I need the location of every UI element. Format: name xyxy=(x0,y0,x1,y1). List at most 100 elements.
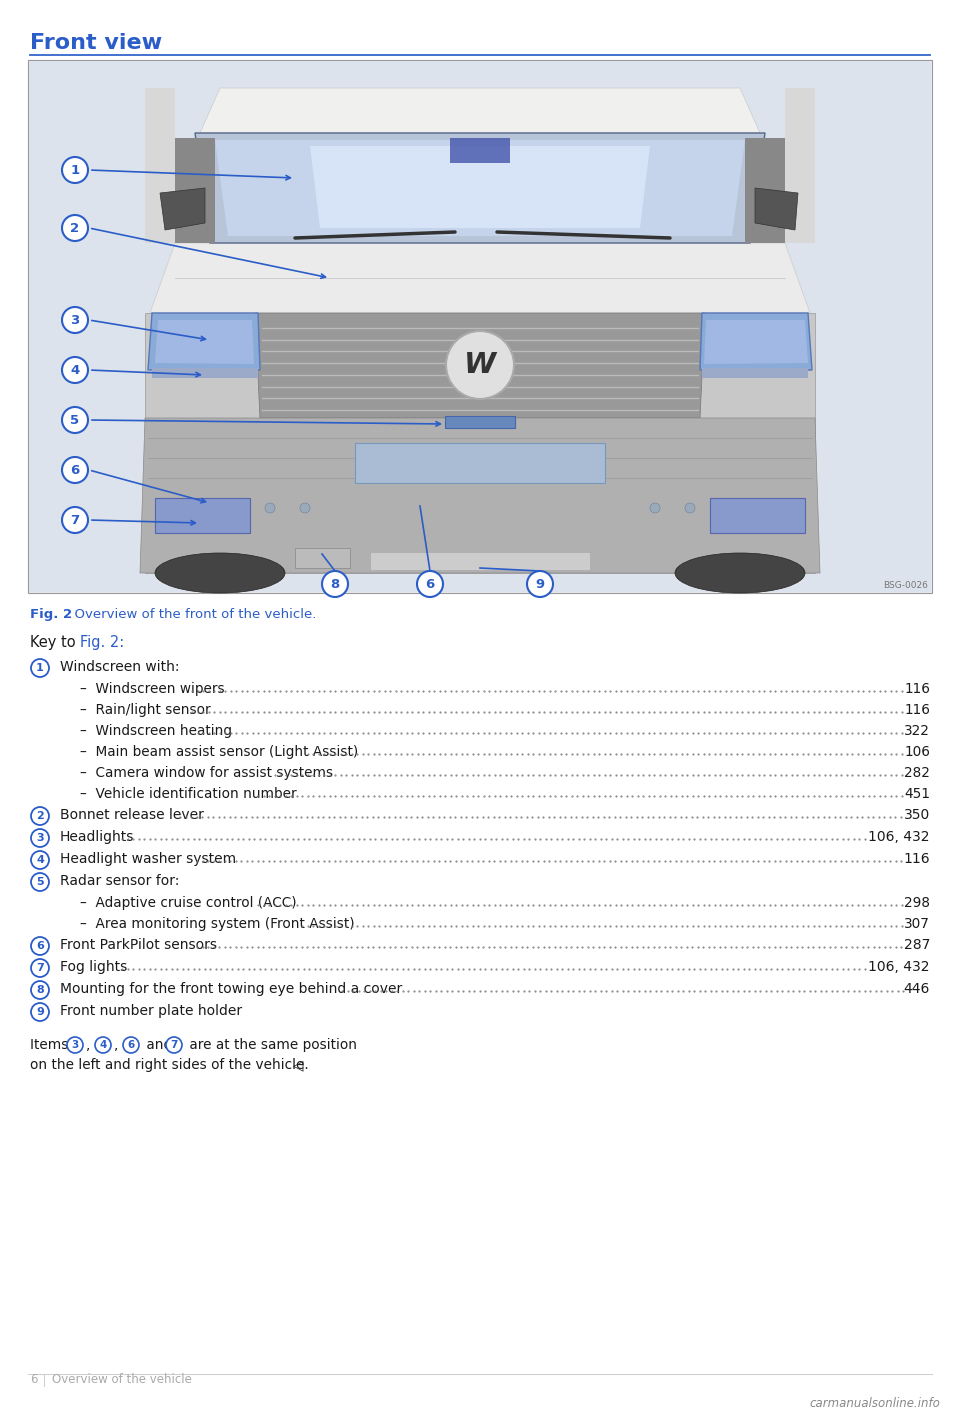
Polygon shape xyxy=(195,133,765,243)
Bar xyxy=(450,139,510,163)
Circle shape xyxy=(31,807,49,825)
Circle shape xyxy=(123,1037,139,1052)
Text: Front number plate holder: Front number plate holder xyxy=(60,1004,242,1018)
Text: Windscreen with:: Windscreen with: xyxy=(60,660,180,674)
Text: 6: 6 xyxy=(36,941,44,951)
Text: Mounting for the front towing eye behind a cover: Mounting for the front towing eye behind… xyxy=(60,982,402,995)
Text: –  Camera window for assist systems: – Camera window for assist systems xyxy=(80,765,333,780)
Text: Front view: Front view xyxy=(30,33,162,53)
Text: 9: 9 xyxy=(36,1007,44,1017)
Circle shape xyxy=(62,507,88,533)
Text: 2: 2 xyxy=(36,811,44,821)
Circle shape xyxy=(31,658,49,677)
Circle shape xyxy=(67,1037,83,1052)
Circle shape xyxy=(527,571,553,597)
Circle shape xyxy=(685,503,695,513)
Text: ,: , xyxy=(114,1038,121,1052)
Bar xyxy=(745,139,785,243)
Text: –  Rain/light sensor: – Rain/light sensor xyxy=(80,703,210,717)
Bar xyxy=(145,89,175,243)
Text: 7: 7 xyxy=(70,514,80,527)
Text: Bonnet release lever: Bonnet release lever xyxy=(60,808,204,823)
Text: 3: 3 xyxy=(36,833,44,843)
Polygon shape xyxy=(148,313,260,370)
Text: 106, 432: 106, 432 xyxy=(869,830,930,844)
Text: 106, 432: 106, 432 xyxy=(869,960,930,974)
Text: 6: 6 xyxy=(70,464,80,477)
Text: –  Windscreen wipers: – Windscreen wipers xyxy=(80,683,225,695)
Circle shape xyxy=(31,960,49,977)
Text: W: W xyxy=(464,351,496,378)
Polygon shape xyxy=(255,313,705,418)
Text: Radar sensor for:: Radar sensor for: xyxy=(60,874,180,888)
Circle shape xyxy=(62,357,88,383)
Text: 106: 106 xyxy=(904,745,930,760)
Text: 5: 5 xyxy=(36,877,44,887)
Text: are at the same position: are at the same position xyxy=(185,1038,357,1052)
Circle shape xyxy=(62,157,88,183)
Circle shape xyxy=(31,937,49,955)
Text: BSG-0026: BSG-0026 xyxy=(883,581,928,590)
Text: 8: 8 xyxy=(36,985,44,995)
Circle shape xyxy=(322,571,348,597)
Polygon shape xyxy=(215,140,745,236)
Text: 116: 116 xyxy=(904,703,930,717)
Bar xyxy=(145,313,815,573)
Polygon shape xyxy=(700,313,812,370)
Circle shape xyxy=(650,503,660,513)
Text: Front ParkPilot sensors: Front ParkPilot sensors xyxy=(60,938,217,952)
Text: 116: 116 xyxy=(903,853,930,865)
Bar xyxy=(370,553,590,570)
Circle shape xyxy=(95,1037,111,1052)
Text: 282: 282 xyxy=(904,765,930,780)
Text: 6: 6 xyxy=(30,1372,37,1387)
Text: –  Windscreen heating: – Windscreen heating xyxy=(80,724,232,738)
Polygon shape xyxy=(150,243,810,313)
Ellipse shape xyxy=(155,553,285,593)
Text: 287: 287 xyxy=(903,938,930,952)
Text: 446: 446 xyxy=(903,982,930,995)
Text: 116: 116 xyxy=(904,683,930,695)
Text: 5: 5 xyxy=(70,414,80,427)
Circle shape xyxy=(166,1037,182,1052)
Text: 6: 6 xyxy=(128,1040,134,1050)
Polygon shape xyxy=(310,146,650,228)
Text: Headlight washer system: Headlight washer system xyxy=(60,853,236,865)
Text: –  Vehicle identification number: – Vehicle identification number xyxy=(80,787,297,801)
Circle shape xyxy=(31,873,49,891)
Text: 6: 6 xyxy=(425,577,435,591)
Circle shape xyxy=(31,830,49,847)
Bar xyxy=(175,139,215,243)
Text: and: and xyxy=(142,1038,177,1052)
Text: 4: 4 xyxy=(99,1040,107,1050)
Circle shape xyxy=(31,851,49,870)
Circle shape xyxy=(230,503,240,513)
Text: 4: 4 xyxy=(70,364,80,377)
Bar xyxy=(28,60,932,593)
Polygon shape xyxy=(155,320,254,364)
Text: –  Area monitoring system (Front Assist): – Area monitoring system (Front Assist) xyxy=(80,917,354,931)
Bar xyxy=(710,498,805,533)
Text: Items: Items xyxy=(30,1038,73,1052)
Polygon shape xyxy=(755,188,798,230)
Circle shape xyxy=(300,503,310,513)
Text: 1: 1 xyxy=(36,663,44,673)
Bar xyxy=(445,416,515,428)
Text: ,: , xyxy=(86,1038,93,1052)
Text: –  Main beam assist sensor (Light Assist): – Main beam assist sensor (Light Assist) xyxy=(80,745,358,760)
Text: Fog lights: Fog lights xyxy=(60,960,128,974)
Text: on the left and right sides of the vehicle.: on the left and right sides of the vehic… xyxy=(30,1058,309,1072)
Circle shape xyxy=(62,307,88,333)
Bar xyxy=(702,368,808,378)
Text: 8: 8 xyxy=(330,577,340,591)
Text: 7: 7 xyxy=(170,1040,178,1050)
Circle shape xyxy=(62,457,88,483)
Bar xyxy=(29,61,931,593)
Text: 4: 4 xyxy=(36,855,44,865)
Text: 1: 1 xyxy=(70,163,80,177)
Text: 298: 298 xyxy=(904,895,930,910)
Polygon shape xyxy=(704,320,808,364)
Circle shape xyxy=(31,981,49,1000)
Text: 3: 3 xyxy=(71,1040,79,1050)
Text: 2: 2 xyxy=(70,221,80,234)
